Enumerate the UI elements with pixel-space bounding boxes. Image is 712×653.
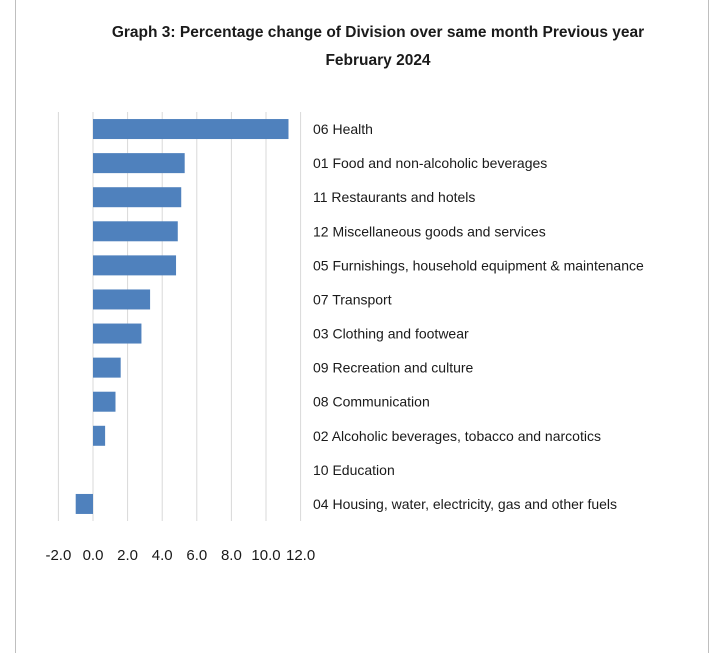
bar-8 xyxy=(93,391,116,412)
bar-3 xyxy=(93,221,178,242)
category-label-0: 06 Health xyxy=(313,121,373,137)
category-label-3: 12 Miscellaneous goods and services xyxy=(313,223,546,239)
grid-lines xyxy=(57,112,302,521)
category-label-11: 04 Housing, water, electricity, gas and … xyxy=(313,496,617,512)
x-tick-5: 8.0 xyxy=(221,547,242,564)
category-label-6: 03 Clothing and footwear xyxy=(313,326,469,342)
chart-frame xyxy=(15,0,709,653)
category-label-8: 08 Communication xyxy=(313,394,430,410)
category-label-1: 01 Food and non-alcoholic beverages xyxy=(313,155,547,171)
category-label-2: 11 Restaurants and hotels xyxy=(313,189,475,205)
chart-title-line2: February 2024 xyxy=(325,52,430,69)
x-tick-4: 6.0 xyxy=(186,547,207,564)
bar-6 xyxy=(93,323,142,344)
x-tick-3: 4.0 xyxy=(152,547,173,564)
x-tick-2: 2.0 xyxy=(117,547,138,564)
bar-9 xyxy=(93,425,106,446)
category-label-10: 10 Education xyxy=(313,462,395,478)
category-label-9: 02 Alcoholic beverages, tobacco and narc… xyxy=(313,428,601,444)
x-tick-1: 0.0 xyxy=(83,547,104,564)
bar-5 xyxy=(93,289,151,310)
bars-group xyxy=(75,119,289,514)
bar-7 xyxy=(93,357,121,378)
chart-title-line1: Graph 3: Percentage change of Division o… xyxy=(112,24,644,41)
bar-0 xyxy=(93,119,289,140)
x-tick-labels: -2.0 0.0 2.0 4.0 6.0 8.0 10.0 12.0 xyxy=(45,547,315,564)
x-tick-0: -2.0 xyxy=(45,547,71,564)
x-tick-6: 10.0 xyxy=(251,547,280,564)
x-tick-7: 12.0 xyxy=(286,547,315,564)
bar-11 xyxy=(75,493,93,514)
bar-2 xyxy=(93,187,182,208)
bar-4 xyxy=(93,255,177,276)
category-label-7: 09 Recreation and culture xyxy=(313,360,474,376)
category-labels: 06 Health 01 Food and non-alcoholic bever… xyxy=(313,121,644,512)
category-label-5: 07 Transport xyxy=(313,291,392,307)
bar-1 xyxy=(93,153,185,174)
category-label-4: 05 Furnishings, household equipment & ma… xyxy=(313,257,644,273)
